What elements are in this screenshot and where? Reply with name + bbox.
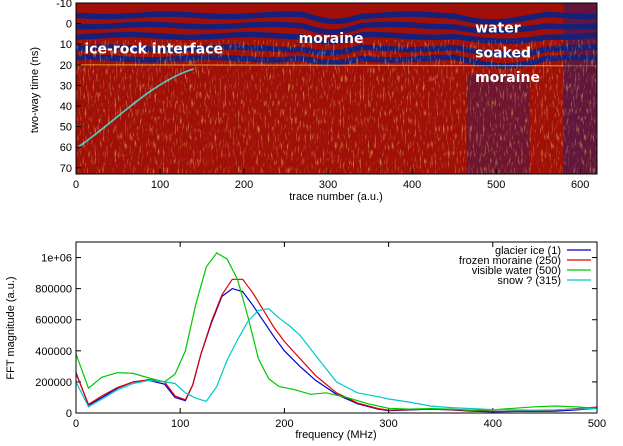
heatmap-y-tick-label: 30 (60, 80, 72, 92)
line-y-tick-label: 0 (66, 408, 72, 420)
heatmap-y-tick-label: 0 (66, 19, 72, 31)
line-series-3 (75, 308, 598, 411)
line-x-tick-label: 300 (379, 418, 397, 430)
heatmap-annotation: water (475, 21, 521, 37)
heatmap-y-tick-label: -10 (56, 0, 72, 10)
heatmap-annotation: moraine (475, 70, 540, 86)
heatmap-y-label: two-way time (ns) (29, 47, 41, 133)
line-chart-frame (75, 241, 598, 414)
line-chart-legend: glacier ice (1)frozen moraine (250)visib… (459, 245, 591, 287)
heatmap-x-tick-label: 300 (319, 179, 337, 191)
heatmap-annotation: moraine (299, 31, 364, 47)
heatmap-annotations: ice-rock interface moraine water soaked mora… (84, 21, 540, 86)
heatmap-y-tick-label: 50 (60, 122, 72, 134)
heatmap-y-tick-label: 10 (60, 39, 72, 51)
heatmap-x-tick-label: 400 (403, 179, 421, 191)
line-x-label: frequency (MHz) (295, 429, 376, 441)
line-chart-ticks: 0 100 200 300 400 500 0 200000 400000 600000 80000… (35, 242, 606, 430)
heatmap-ticks: 0 100 200 300 400 500 600 -10 0 10 20 30 40 50 60 70 (56, 0, 589, 191)
heatmap-x-tick-label: 500 (487, 179, 505, 191)
heatmap-frame (75, 2, 598, 175)
line-y-tick-label: 600000 (35, 315, 72, 327)
legend-label-2: visible water (500) (472, 265, 561, 277)
line-y-tick-label: 200000 (35, 377, 72, 389)
heatmap-y-tick-label: 20 (60, 60, 72, 72)
legend-label-0: glacier ice (1) (495, 245, 561, 257)
line-x-tick-label: 0 (73, 418, 79, 430)
heatmap-annotation: ice-rock interface (84, 41, 223, 57)
line-series-1 (75, 278, 598, 412)
legend-label-3: snow ? (315) (497, 275, 561, 287)
heatmap-x-tick-label: 600 (571, 179, 589, 191)
heatmap-band (76, 21, 597, 35)
line-x-tick-label: 200 (275, 418, 293, 430)
line-y-tick-label: 800000 (35, 284, 72, 296)
heatmap-texture (76, 40, 597, 174)
line-x-tick-label: 100 (171, 418, 189, 430)
heatmap-annotation: soaked (475, 45, 531, 61)
line-y-tick-label: 1e+06 (41, 253, 72, 265)
heatmap-x-tick-label: 200 (235, 179, 253, 191)
line-y-tick-label: 400000 (35, 346, 72, 358)
heatmap-y-tick-label: 70 (60, 163, 72, 175)
line-x-tick-label: 400 (484, 418, 502, 430)
heatmap-y-tick-label: 40 (60, 101, 72, 113)
line-chart-series (75, 252, 598, 413)
heatmap-x-tick-label: 100 (151, 179, 169, 191)
heatmap-x-label: trace number (a.u.) (289, 191, 383, 203)
heatmap-y-tick-label: 60 (60, 142, 72, 154)
heatmap-band (76, 11, 597, 25)
line-series-2 (75, 252, 598, 411)
line-y-label: FFT magnitude (a.u.) (5, 276, 17, 379)
line-x-tick-label: 500 (588, 418, 606, 430)
legend-label-1: frozen moraine (250) (459, 255, 561, 267)
radargram-heatmap (76, 3, 597, 174)
heatmap-x-tick-label: 0 (73, 179, 79, 191)
